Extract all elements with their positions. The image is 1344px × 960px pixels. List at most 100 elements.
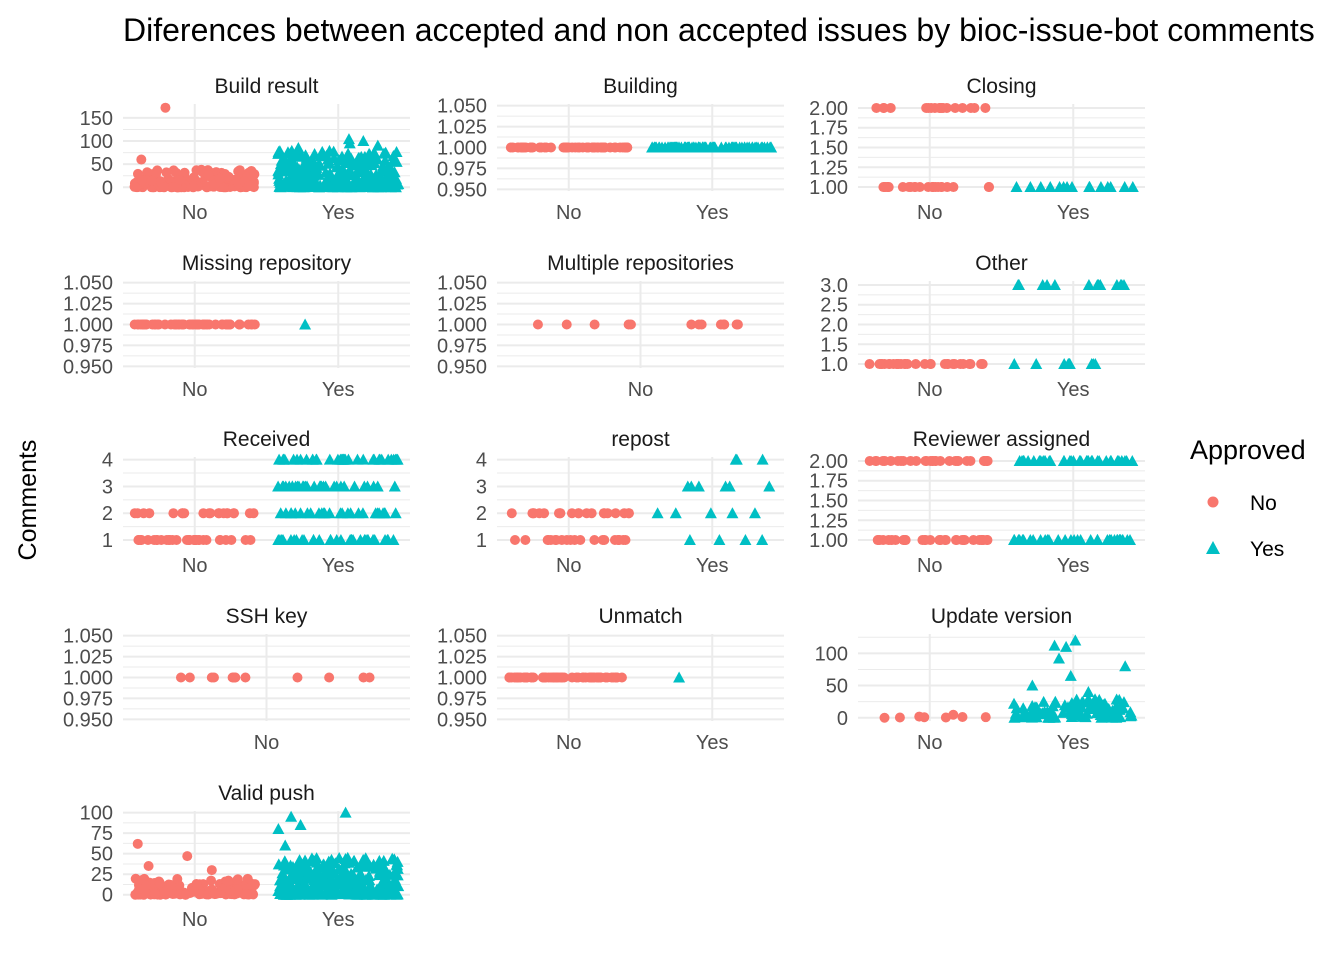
data-point-no (519, 672, 530, 683)
data-point-no (880, 182, 891, 193)
data-point-no (886, 535, 897, 546)
data-point-yes (273, 145, 286, 157)
x-tick-label: No (182, 555, 208, 577)
y-tick-label: 2.00 (809, 98, 848, 120)
data-point-yes (1036, 278, 1049, 290)
data-point-no (197, 319, 208, 330)
data-point-yes (337, 453, 350, 465)
data-point-no (188, 886, 199, 897)
data-point-yes (1058, 699, 1071, 711)
data-point-yes (763, 480, 776, 492)
data-point-yes (300, 166, 313, 178)
data-point-yes (687, 141, 700, 153)
data-point-yes (1041, 534, 1054, 546)
data-point-yes (285, 880, 298, 892)
y-tick-label: 0.950 (63, 356, 113, 378)
data-point-yes (373, 453, 386, 465)
data-point-no (558, 142, 569, 153)
data-point-yes (351, 159, 364, 171)
y-tick-label: 1.025 (63, 294, 113, 316)
data-point-yes (723, 480, 736, 492)
data-point-no (129, 508, 140, 519)
data-point-yes (377, 147, 390, 159)
data-point-yes (1117, 278, 1130, 290)
data-point-no (191, 879, 202, 890)
data-point-yes (272, 858, 285, 870)
y-tick-label: 1.000 (63, 668, 113, 690)
data-point-no (206, 672, 217, 683)
data-point-yes (272, 533, 285, 545)
facet-title: Build result (215, 75, 319, 98)
data-point-no (532, 319, 543, 330)
data-point-no (892, 359, 903, 370)
data-point-yes (1065, 708, 1078, 720)
y-tick-label: 0.950 (63, 709, 113, 731)
data-point-no (221, 319, 232, 330)
facet-title: repost (611, 428, 670, 451)
x-tick-label: No (556, 732, 582, 754)
data-point-yes (324, 533, 337, 545)
data-point-yes (328, 181, 341, 193)
data-point-no (965, 455, 976, 466)
data-point-yes (1008, 697, 1021, 709)
data-point-yes (1030, 711, 1043, 723)
data-point-yes (342, 147, 355, 159)
data-point-no (146, 175, 157, 186)
data-point-yes (357, 152, 370, 164)
data-point-yes (1010, 181, 1023, 193)
data-point-no (877, 455, 888, 466)
data-point-yes (359, 886, 372, 898)
data-point-no (944, 455, 955, 466)
y-tick-label: 100 (80, 803, 113, 825)
data-point-yes (288, 172, 301, 184)
data-point-no (599, 142, 610, 153)
data-point-yes (1013, 454, 1026, 466)
data-point-yes (326, 887, 339, 899)
data-point-yes (1089, 693, 1102, 705)
data-point-no (894, 712, 905, 723)
data-point-no (234, 319, 245, 330)
y-tick-label: 1.025 (437, 647, 487, 669)
data-point-yes (335, 885, 348, 897)
y-tick-label: 0.975 (437, 688, 487, 710)
data-point-yes (279, 863, 292, 875)
data-point-yes (364, 860, 377, 872)
data-point-yes (1048, 278, 1061, 290)
data-point-no (201, 534, 212, 545)
data-point-yes (1026, 679, 1039, 691)
data-point-no (166, 880, 177, 891)
data-point-yes (389, 507, 402, 519)
data-point-yes (284, 147, 297, 159)
data-point-yes (683, 533, 696, 545)
data-point-no (610, 508, 621, 519)
x-tick-label: No (254, 732, 280, 754)
data-point-yes (299, 318, 312, 330)
data-point-yes (294, 860, 307, 872)
facet-panel: 1.001.251.501.752.00 No Yes Reviewer assign… (809, 428, 1145, 577)
data-point-yes (300, 151, 313, 163)
data-point-no (168, 182, 179, 193)
data-point-no (218, 508, 229, 519)
data-point-yes (345, 533, 358, 545)
data-point-yes (390, 888, 403, 900)
data-point-yes (352, 871, 365, 883)
data-point-no (718, 319, 729, 330)
y-tick-label: 1.000 (63, 315, 113, 337)
data-point-no (905, 455, 916, 466)
data-point-yes (285, 810, 298, 822)
data-point-no (520, 534, 531, 545)
data-point-no (526, 142, 537, 153)
data-point-no (209, 889, 220, 900)
x-tick-label: Yes (322, 202, 355, 224)
y-tick-label: 1 (102, 530, 113, 552)
facet-title: Unmatch (598, 605, 682, 628)
data-point-yes (334, 480, 347, 492)
data-point-no (599, 534, 610, 545)
data-point-no (149, 534, 160, 545)
data-point-no (982, 535, 993, 546)
data-point-yes (384, 181, 397, 193)
data-point-no (602, 508, 613, 519)
data-point-yes (310, 866, 323, 878)
